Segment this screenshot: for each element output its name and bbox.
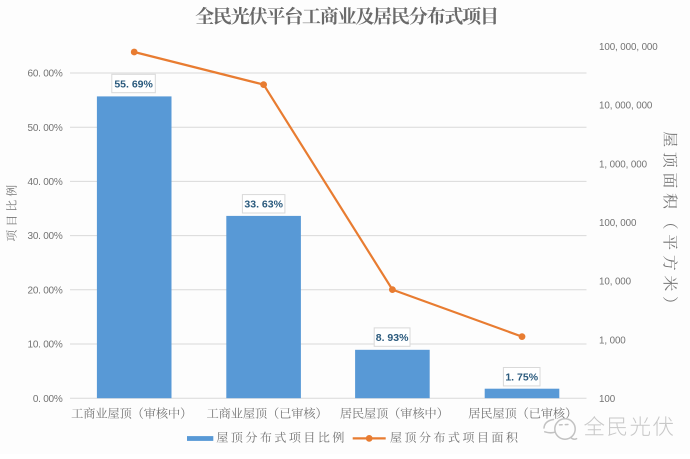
svg-text:10, 000: 10, 000 bbox=[599, 277, 632, 288]
svg-text:100: 100 bbox=[599, 394, 616, 405]
svg-text:40. 00%: 40. 00% bbox=[28, 177, 63, 188]
svg-text:33. 63%: 33. 63% bbox=[244, 199, 283, 211]
svg-text:30. 00%: 30. 00% bbox=[28, 231, 63, 242]
svg-text:8. 93%: 8. 93% bbox=[376, 332, 409, 344]
svg-text:60. 00%: 60. 00% bbox=[28, 69, 63, 80]
svg-text:50. 00%: 50. 00% bbox=[28, 123, 63, 134]
svg-text:1, 000, 000: 1, 000, 000 bbox=[599, 159, 648, 170]
svg-text:55. 69%: 55. 69% bbox=[114, 78, 153, 90]
svg-text:100, 000, 000: 100, 000, 000 bbox=[599, 42, 658, 53]
svg-text:0. 00%: 0. 00% bbox=[33, 394, 63, 405]
svg-text:20. 00%: 20. 00% bbox=[28, 285, 63, 296]
svg-text:10, 000, 000: 10, 000, 000 bbox=[599, 101, 653, 112]
svg-text:10. 00%: 10. 00% bbox=[28, 340, 63, 351]
svg-text:100, 000: 100, 000 bbox=[599, 218, 637, 229]
svg-text:1, 000: 1, 000 bbox=[599, 335, 626, 346]
svg-text:1. 75%: 1. 75% bbox=[505, 372, 538, 384]
